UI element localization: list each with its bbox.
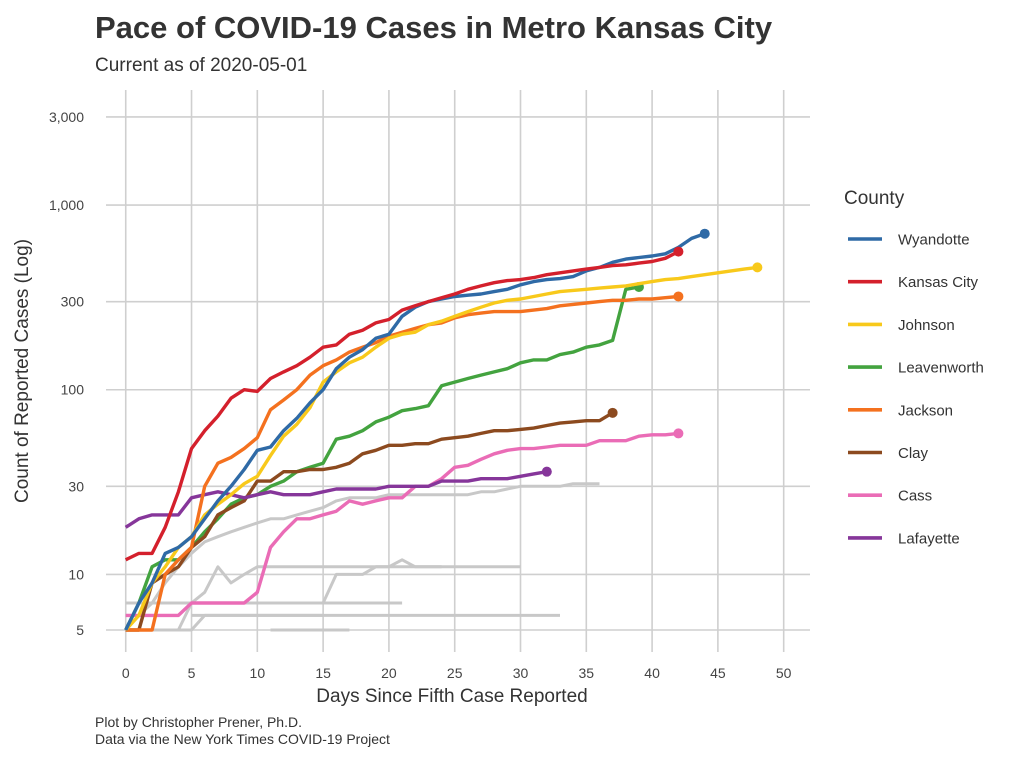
y-tick-label: 10 bbox=[68, 566, 84, 582]
series-lines bbox=[124, 228, 763, 632]
x-tick-label: 0 bbox=[122, 665, 130, 681]
x-tick-label: 35 bbox=[579, 665, 595, 681]
x-axis-ticks: 0 5 10 15 20 25 30 35 40 45 50 bbox=[122, 665, 792, 681]
x-tick-label: 15 bbox=[315, 665, 331, 681]
legend-label-jackson: Jackson bbox=[898, 402, 953, 419]
series-line-jackson bbox=[125, 294, 679, 632]
caption-author: Plot by Christopher Prener, Ph.D. bbox=[95, 714, 302, 730]
series-endpoint-jackson bbox=[673, 291, 684, 302]
y-tick-label: 5 bbox=[76, 622, 84, 638]
legend: County Wyandotte Kansas City Johnson Leaven… bbox=[844, 188, 984, 547]
series-endpoint-cass bbox=[673, 428, 684, 439]
caption-source: Data via the New York Times COVID-19 Pro… bbox=[95, 731, 390, 747]
series-line-lafayette bbox=[124, 470, 548, 529]
caption: Plot by Christopher Prener, Ph.D. Data v… bbox=[95, 714, 390, 748]
x-tick-label: 10 bbox=[250, 665, 266, 681]
y-axis-label: Count of Reported Cases (Log) bbox=[12, 239, 33, 503]
series-line-kansas-city bbox=[124, 250, 680, 562]
legend-label-cass: Cass bbox=[898, 488, 932, 505]
y-tick-label: 300 bbox=[61, 294, 85, 310]
series-endpoint-johnson bbox=[752, 262, 763, 273]
x-tick-label: 25 bbox=[447, 665, 463, 681]
x-tick-label: 5 bbox=[188, 665, 196, 681]
x-tick-label: 20 bbox=[381, 665, 397, 681]
series-line-johnson bbox=[124, 265, 758, 632]
y-tick-label: 1,000 bbox=[49, 197, 84, 213]
legend-label-lafayette: Lafayette bbox=[898, 530, 960, 547]
background-county-line bbox=[191, 558, 442, 605]
series-line-clay bbox=[125, 411, 614, 632]
x-tick-label: 45 bbox=[710, 665, 726, 681]
x-axis-label: Days Since Fifth Case Reported bbox=[316, 686, 587, 707]
series-endpoint-lafayette bbox=[541, 466, 552, 477]
series-line-wyandotte bbox=[124, 232, 706, 631]
y-tick-label: 30 bbox=[68, 478, 84, 494]
background-series bbox=[124, 482, 600, 632]
x-tick-label: 40 bbox=[644, 665, 660, 681]
background-county-line bbox=[124, 482, 600, 632]
legend-label-clay: Clay bbox=[898, 445, 929, 462]
series-endpoint-clay bbox=[607, 407, 618, 418]
background-county-line bbox=[125, 613, 324, 632]
legend-label-leavenworth: Leavenworth bbox=[898, 360, 984, 377]
x-tick-label: 50 bbox=[776, 665, 792, 681]
chart-subtitle: Current as of 2020-05-01 bbox=[95, 55, 308, 76]
x-tick-label: 30 bbox=[513, 665, 529, 681]
series-endpoint-wyandotte bbox=[699, 228, 710, 239]
legend-label-wyandotte: Wyandotte bbox=[898, 232, 970, 249]
series-endpoint-kansas-city bbox=[673, 246, 684, 257]
y-tick-label: 100 bbox=[61, 382, 85, 398]
legend-label-kansas-city: Kansas City bbox=[898, 274, 979, 291]
y-tick-label: 3,000 bbox=[49, 109, 84, 125]
chart-title: Pace of COVID-19 Cases in Metro Kansas C… bbox=[95, 10, 773, 45]
legend-label-johnson: Johnson bbox=[898, 317, 955, 334]
series-line-cass bbox=[125, 431, 679, 618]
y-axis-ticks: 5 10 30 100 300 1,000 3,000 bbox=[49, 109, 84, 638]
legend-title: County bbox=[844, 188, 905, 209]
